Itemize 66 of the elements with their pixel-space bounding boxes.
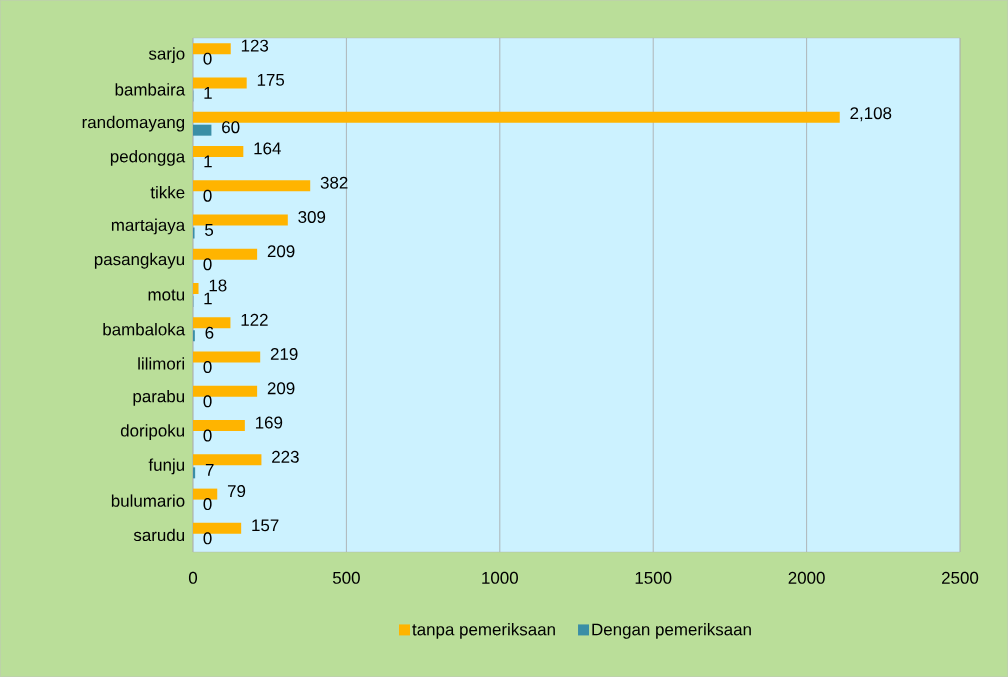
y-tick-label: sarudu [133,528,185,542]
data-label: 219 [270,348,298,361]
data-label: 1 [204,292,212,305]
data-label: 209 [267,245,295,258]
data-label: 0 [203,532,212,545]
data-label: 122 [241,313,268,326]
y-tick-label: pasangkayu [94,252,185,269]
data-label: 2,108 [850,107,892,122]
data-label: 0 [203,189,212,202]
bar [193,522,242,534]
data-label: 0 [203,52,212,65]
x-tick-label: 2500 [942,571,979,584]
data-label: 1 [204,155,212,168]
bar [193,351,261,363]
data-label: 6 [205,326,214,339]
y-tick-label: randomayang [82,115,185,132]
x-tick-label: 0 [188,571,198,584]
y-tick-label: tikke [150,185,185,199]
data-label: 309 [298,210,326,223]
bar [193,145,244,157]
data-label: 79 [227,485,246,498]
bar [193,248,258,260]
legend-label: tanpa pemeriksaan [412,623,555,639]
data-label: 209 [267,382,295,395]
y-tick-label: pedongga [110,150,186,166]
y-tick-label: parabu [133,389,185,406]
y-tick-label: funju [148,458,185,475]
data-label: 7 [205,464,214,476]
data-label: 0 [203,258,212,271]
data-label: 0 [203,429,212,442]
y-tick-label: bambaloka [103,323,186,336]
bar [193,488,218,500]
y-tick-label: martajaya [111,218,186,235]
bar [193,77,247,89]
bar [193,111,840,123]
bar [193,385,258,397]
y-tick-label: doripoku [120,424,185,440]
x-tick-label: 500 [332,571,360,584]
data-label: 223 [272,450,299,463]
data-label: 123 [241,39,269,52]
legend-label: Dengan pemeriksaan [592,623,751,639]
data-label: 157 [252,519,279,532]
y-tick-label: motu [148,289,185,301]
bar [193,283,199,294]
y-tick-label: bulumario [111,494,185,507]
x-tick-label: 1000 [482,571,518,584]
x-tick-label: 1500 [635,571,672,584]
y-tick-label: bambaira [115,83,186,96]
bar [193,467,196,479]
data-label: 0 [203,498,212,511]
data-label: 175 [257,73,285,86]
data-label: 5 [205,224,214,236]
bar [193,124,212,136]
x-tick-label: 2000 [788,571,825,584]
data-label: 0 [203,395,212,408]
data-label: 18 [209,279,227,292]
bar [193,214,288,226]
data-label: 169 [255,416,283,429]
data-label: 1 [204,87,212,99]
data-label: 382 [320,176,348,189]
data-label: 0 [203,361,212,374]
y-tick-label: lilimori [138,357,184,370]
data-label: 164 [254,142,281,155]
y-tick-label: sarjo [148,47,185,64]
bar [193,454,262,466]
data-label: 60 [222,121,240,134]
